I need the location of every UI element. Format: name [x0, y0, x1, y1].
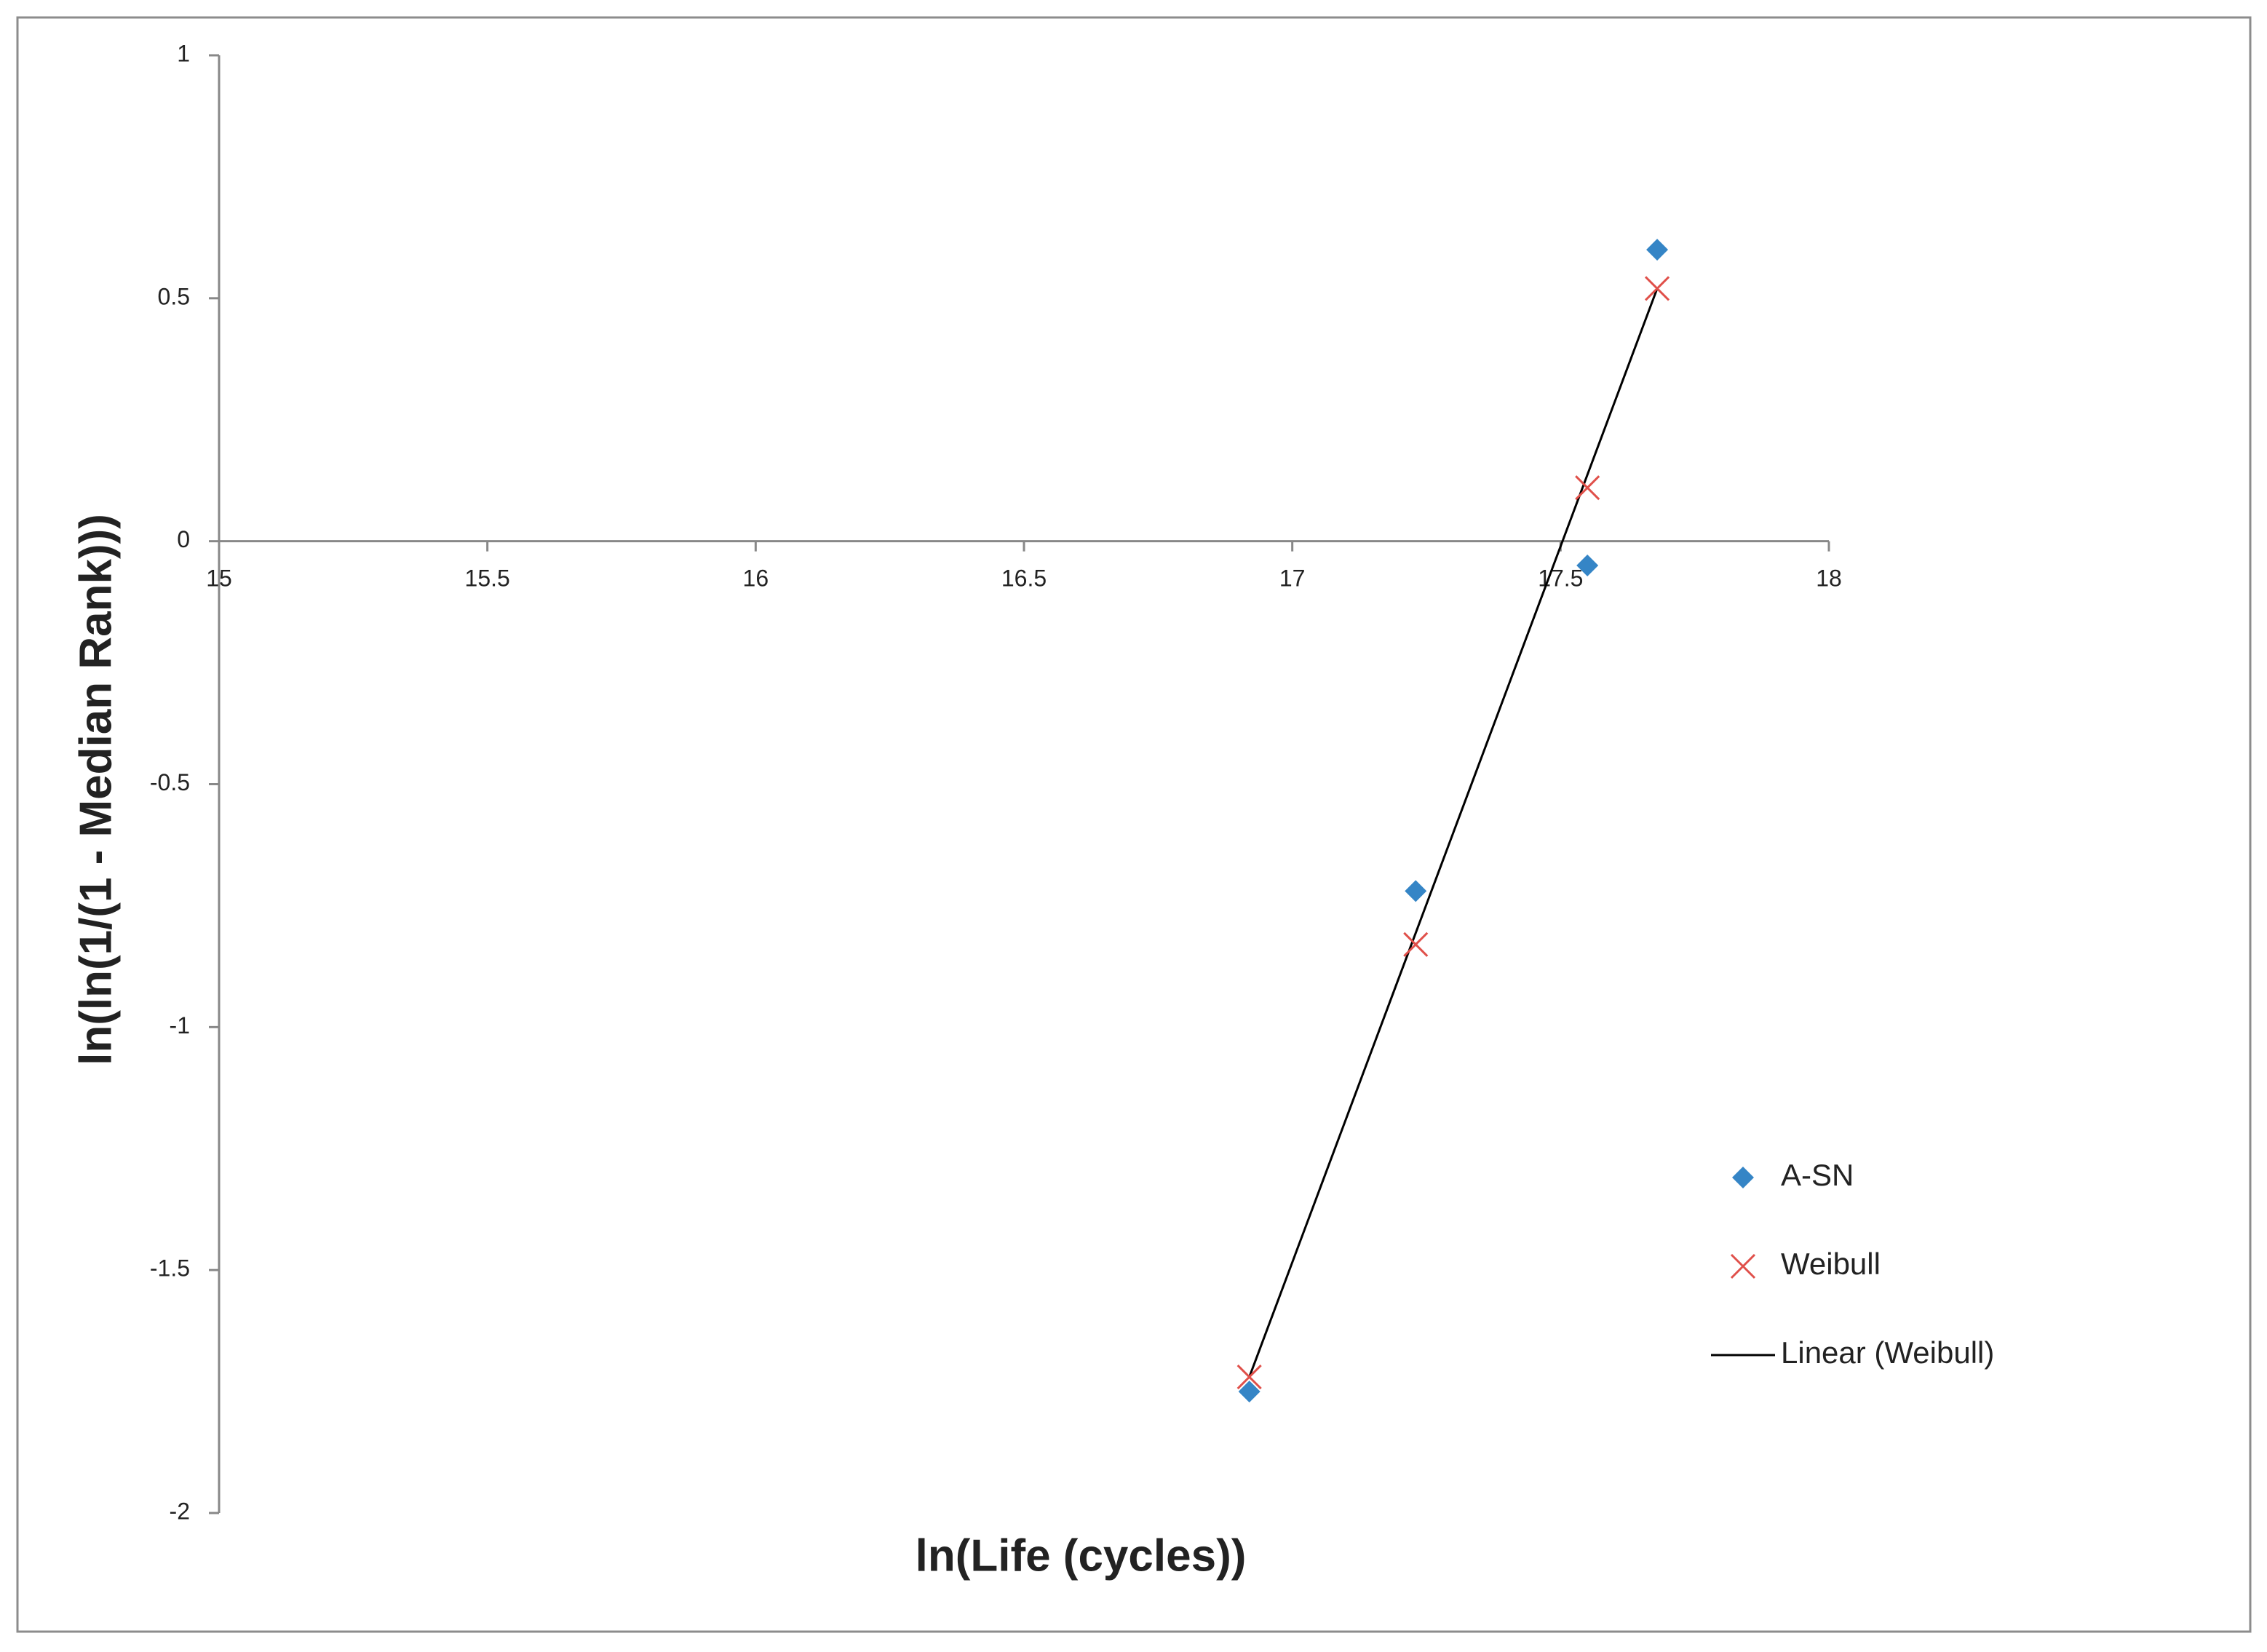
x-tick-label: 16.5	[1001, 565, 1047, 592]
chart-border	[16, 16, 2252, 1633]
point	[1644, 276, 1670, 301]
legend-label: Weibull	[1781, 1247, 1881, 1281]
y-tick-label: -2	[170, 1498, 190, 1524]
x-tick-label: 15.5	[465, 565, 510, 592]
y-tick-label: -1	[170, 1012, 190, 1039]
point	[1236, 1364, 1262, 1390]
trendline	[1248, 287, 1659, 1378]
legend-label: Linear (Weibull)	[1781, 1335, 1994, 1370]
point	[1403, 932, 1429, 957]
point	[1575, 475, 1600, 501]
y-tick-label: -0.5	[150, 769, 190, 795]
x-tick-label: 18	[1816, 565, 1842, 592]
x-tick-label: 17	[1279, 565, 1306, 592]
x-tick-label: 15	[206, 565, 232, 592]
y-tick-label: 0	[177, 526, 190, 552]
point	[1405, 880, 1427, 902]
point	[1238, 1381, 1260, 1403]
y-tick-label: -1.5	[150, 1255, 190, 1282]
legend-marker	[1732, 1167, 1754, 1188]
legend-label: A-SN	[1781, 1158, 1854, 1192]
legend-marker	[1730, 1253, 1756, 1279]
point	[1576, 555, 1599, 577]
y-tick-label: 1	[177, 40, 190, 66]
point	[1646, 239, 1669, 261]
x-axis-title: ln(Life (cycles))	[916, 1530, 1247, 1581]
y-axis-title: ln(ln(1/(1 - Median Rank)))	[71, 514, 121, 1065]
x-tick-label: 16	[743, 565, 769, 592]
y-tick-label: 0.5	[158, 283, 190, 309]
